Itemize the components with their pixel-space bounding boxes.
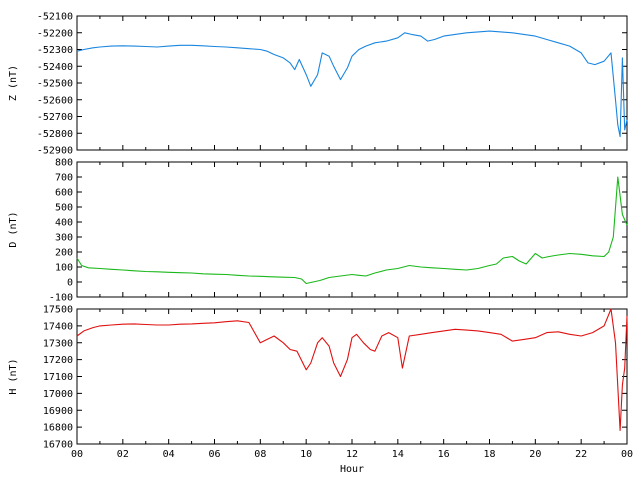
x-tick-label: 22 — [575, 449, 587, 460]
y-axis-label: D (nT) — [8, 211, 19, 247]
x-tick-label: 08 — [254, 449, 266, 460]
y-tick-label: 17500 — [43, 305, 73, 316]
y-tick-label: 400 — [55, 218, 73, 229]
panel-frame — [76, 161, 628, 298]
y-tick-label: 700 — [55, 173, 73, 184]
y-tick-label: 600 — [55, 188, 73, 199]
y-tick-label: 17200 — [43, 355, 73, 366]
x-tick-label: 16 — [438, 449, 450, 460]
y-tick-label: -52600 — [37, 95, 73, 106]
y-tick-label: 16900 — [43, 406, 73, 417]
x-tick-label: 20 — [529, 449, 541, 460]
x-tick-label: 10 — [300, 449, 312, 460]
panel-frame — [76, 15, 628, 151]
y-tick-label: 100 — [55, 263, 73, 274]
y-tick-label: 800 — [55, 158, 73, 169]
x-tick-label: 12 — [346, 449, 358, 460]
series-line — [76, 308, 628, 432]
y-tick-label: 16800 — [43, 423, 73, 434]
x-tick-label: 06 — [208, 449, 220, 460]
x-tick-label: 18 — [483, 449, 495, 460]
y-tick-label: -100 — [49, 293, 73, 304]
x-tick-label: 02 — [117, 449, 129, 460]
x-axis-label: Hour — [340, 464, 364, 475]
y-tick-label: 17300 — [43, 338, 73, 349]
y-axis-label: Z (nT) — [8, 65, 19, 101]
y-tick-label: -52100 — [37, 12, 73, 23]
series-line — [76, 176, 628, 285]
y-tick-label: -52400 — [37, 62, 73, 73]
y-tick-label: 16700 — [43, 440, 73, 451]
y-tick-label: -52500 — [37, 79, 73, 90]
panel-1: -52100 -52200 -52300 -52400 -52500 -52600 -527… — [8, 12, 628, 157]
y-tick-label: 0 — [67, 278, 73, 289]
series-line — [76, 30, 628, 138]
y-tick-label: -52900 — [37, 146, 73, 157]
y-tick-label: 500 — [55, 203, 73, 214]
y-tick-label: 300 — [55, 233, 73, 244]
y-tick-label: 17000 — [43, 389, 73, 400]
panel-2: 800 700 600 500 400 300 200 100 0 -100 D (nT) — [8, 158, 628, 304]
y-tick-label: -52300 — [37, 45, 73, 56]
panel-frame — [76, 308, 628, 445]
x-tick-label: 00 — [621, 449, 633, 460]
x-tick-label: 00 — [71, 449, 83, 460]
y-tick-label: -52700 — [37, 112, 73, 123]
y-tick-label: -52200 — [37, 28, 73, 39]
y-tick-label: 17400 — [43, 321, 73, 332]
y-axis-label: H (nT) — [8, 358, 19, 394]
x-tick-label: 04 — [163, 449, 175, 460]
panel-3: 17500 17400 17300 17200 17100 17000 16900 16800… — [8, 305, 633, 476]
x-tick-label: 14 — [392, 449, 404, 460]
y-tick-label: 200 — [55, 248, 73, 259]
y-tick-label: -52800 — [37, 129, 73, 140]
y-tick-label: 17100 — [43, 372, 73, 383]
